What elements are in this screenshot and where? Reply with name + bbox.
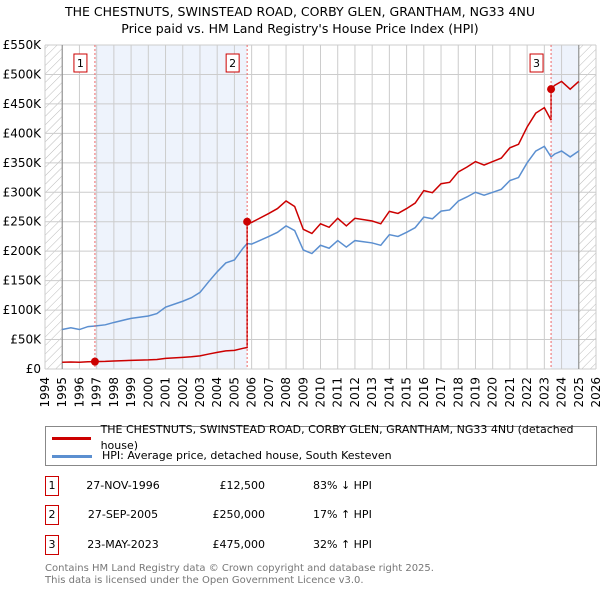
x-tick-label: 2000 bbox=[141, 377, 155, 408]
chart-subtitle: Price paid vs. HM Land Registry's House … bbox=[121, 21, 479, 36]
x-tick-label: 2010 bbox=[314, 377, 328, 408]
x-tick-label: 2020 bbox=[486, 377, 500, 408]
x-tick-label: 2011 bbox=[331, 377, 345, 408]
y-tick-label: £100K bbox=[3, 303, 43, 317]
x-tick-label: 1999 bbox=[124, 377, 138, 408]
x-tick-label: 1996 bbox=[72, 377, 86, 408]
x-tick-label: 2026 bbox=[589, 377, 600, 408]
legend-hpi: HPI: Average price, detached house, Sout… bbox=[102, 449, 392, 462]
x-tick-label: 1994 bbox=[38, 377, 52, 408]
y-tick-label: £0 bbox=[26, 362, 41, 376]
footer-line1: Contains HM Land Registry data © Crown c… bbox=[45, 563, 434, 574]
hpi-line bbox=[62, 145, 580, 331]
legend-property: THE CHESTNUTS, SWINSTEAD ROAD, CORBY GLE… bbox=[100, 423, 574, 452]
sale-marker-badge: 2 bbox=[45, 505, 59, 525]
x-tick-label: 2023 bbox=[537, 377, 551, 408]
shade-region bbox=[94, 45, 248, 369]
x-tick-label: 1997 bbox=[90, 377, 104, 408]
sale-point bbox=[90, 357, 99, 366]
sale-label-box bbox=[73, 53, 88, 73]
sale-date: 27-NOV-1996 bbox=[86, 479, 160, 492]
shade-region bbox=[551, 45, 579, 369]
sale-label: 2 bbox=[229, 57, 236, 70]
x-tick-label: 2007 bbox=[262, 377, 276, 408]
y-tick-label: £200K bbox=[3, 244, 43, 258]
x-tick-label: 2009 bbox=[296, 377, 310, 408]
y-tick-label: £150K bbox=[3, 274, 43, 288]
property-swatch bbox=[52, 436, 91, 440]
x-tick-label: 2018 bbox=[451, 377, 465, 408]
sale-row: 1 27-NOV-1996 £12,500 83% ↓ HPI bbox=[45, 476, 372, 496]
sale-hpi-relation: 17% ↑ HPI bbox=[313, 508, 372, 521]
x-tick-label: 2015 bbox=[400, 377, 414, 408]
footer-line2: This data is licensed under the Open Gov… bbox=[45, 575, 364, 586]
x-tick-label: 2025 bbox=[572, 377, 586, 408]
x-tick-label: 2008 bbox=[279, 377, 293, 408]
x-tick-label: 2012 bbox=[348, 377, 362, 408]
sale-marker-badge: 1 bbox=[45, 476, 59, 496]
x-tick-label: 2021 bbox=[503, 377, 517, 408]
no-data-left bbox=[45, 45, 63, 369]
x-tick-label: 2013 bbox=[365, 377, 379, 408]
x-tick-label: 2001 bbox=[159, 377, 173, 408]
sale-row: 2 27-SEP-2005 £250,000 17% ↑ HPI bbox=[45, 505, 372, 525]
x-tick-label: 2005 bbox=[227, 377, 241, 408]
y-tick-label: £450K bbox=[3, 97, 43, 111]
x-tick-label: 2016 bbox=[417, 377, 431, 408]
y-tick-label: £300K bbox=[3, 185, 43, 199]
x-tick-label: 2022 bbox=[520, 377, 534, 408]
x-tick-label: 2017 bbox=[434, 377, 448, 408]
sale-marker-badge: 3 bbox=[45, 535, 59, 555]
sale-label-box bbox=[225, 53, 240, 73]
x-tick-label: 2003 bbox=[193, 377, 207, 408]
property-line bbox=[62, 80, 580, 363]
sale-label-box bbox=[529, 53, 544, 73]
chart-title: THE CHESTNUTS, SWINSTEAD ROAD, CORBY GLE… bbox=[65, 4, 535, 19]
price-chart: 1994 1995 1996 1997 1998 1999 2000 2001 2002 2003… bbox=[3, 38, 600, 408]
sale-label: 1 bbox=[77, 57, 84, 70]
x-tick-label: 2014 bbox=[382, 377, 396, 408]
hpi-swatch bbox=[52, 454, 92, 458]
y-tick-label: £550K bbox=[3, 38, 43, 52]
sale-point bbox=[243, 217, 252, 226]
sale-price: £250,000 bbox=[212, 508, 266, 521]
x-tick-label: 2019 bbox=[468, 377, 482, 408]
sale-hpi-relation: 83% ↓ HPI bbox=[313, 479, 372, 492]
x-tick-label: 1998 bbox=[107, 377, 121, 408]
sale-label: 3 bbox=[533, 57, 540, 70]
y-tick-label: £50K bbox=[10, 333, 42, 347]
sale-hpi-relation: 32% ↑ HPI bbox=[313, 538, 372, 551]
x-tick-label: 1995 bbox=[55, 377, 69, 408]
sale-point bbox=[547, 85, 556, 94]
y-tick-label: £400K bbox=[3, 126, 43, 140]
y-tick-label: £250K bbox=[3, 215, 43, 229]
x-tick-label: 2006 bbox=[245, 377, 259, 408]
sale-price: £475,000 bbox=[212, 538, 266, 551]
y-tick-label: £350K bbox=[3, 156, 43, 170]
sale-price: £12,500 bbox=[219, 479, 266, 492]
legend: THE CHESTNUTS, SWINSTEAD ROAD, CORBY GLE… bbox=[45, 423, 597, 466]
x-tick-label: 2004 bbox=[210, 377, 224, 408]
sale-date: 23-MAY-2023 bbox=[87, 538, 159, 551]
sale-date: 27-SEP-2005 bbox=[87, 508, 159, 521]
x-tick-label: 2024 bbox=[555, 377, 569, 408]
sale-row: 3 23-MAY-2023 £475,000 32% ↑ HPI bbox=[45, 535, 372, 555]
y-tick-label: £500K bbox=[3, 67, 43, 81]
x-tick-label: 2002 bbox=[176, 377, 190, 408]
no-data-right bbox=[578, 45, 596, 369]
